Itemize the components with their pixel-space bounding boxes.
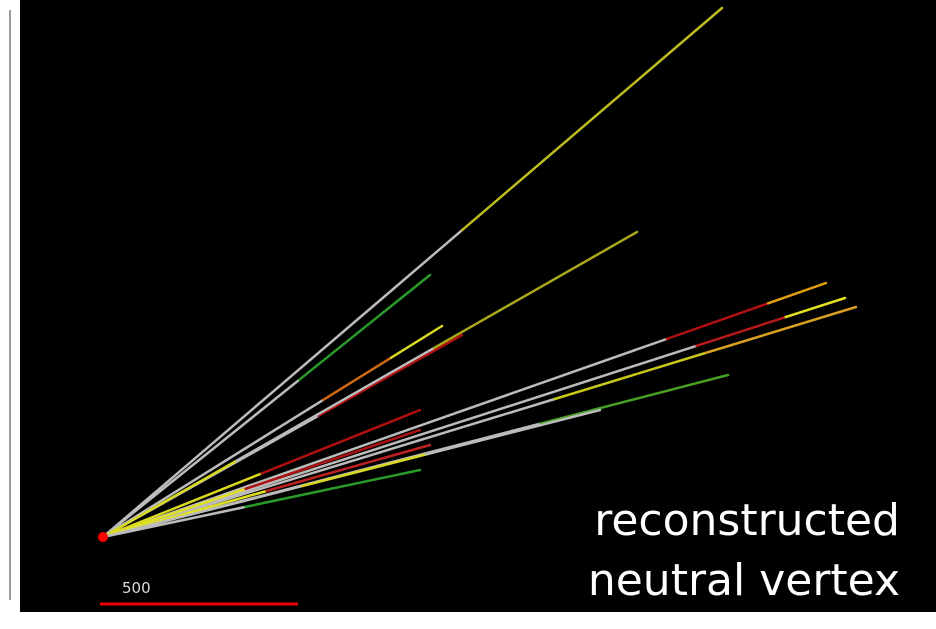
scale-label: 500 — [122, 579, 151, 597]
caption-line: neutral vertex — [588, 555, 900, 606]
event-display: 500 reconstructed neutral vertex — [0, 0, 936, 629]
vertex — [98, 532, 108, 542]
page: 500 reconstructed neutral vertex — [0, 0, 936, 629]
caption-line: reconstructed — [594, 495, 900, 546]
